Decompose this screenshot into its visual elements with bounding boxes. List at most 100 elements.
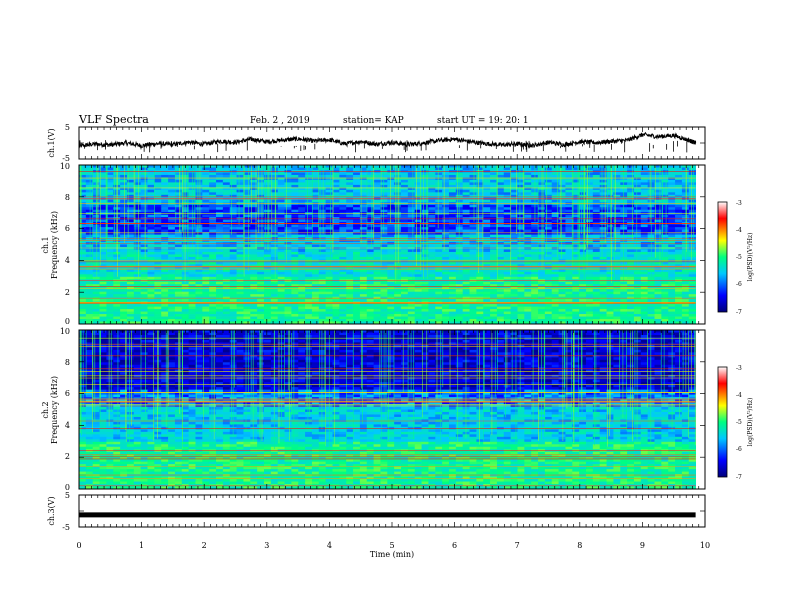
- spectrogram-cell: [496, 189, 505, 193]
- spectrogram-cell: [332, 194, 340, 198]
- spectrogram-cell: [373, 209, 381, 213]
- spectrogram-cell: [236, 291, 244, 295]
- spectrogram-cell: [154, 192, 162, 196]
- spectrogram-cell: [675, 259, 683, 263]
- spectrogram-cell: [688, 276, 697, 280]
- spectrogram-cell: [599, 194, 607, 198]
- spectrogram-cell: [565, 232, 573, 235]
- spectrogram-cell: [688, 229, 697, 233]
- spectrogram-cell: [311, 266, 320, 270]
- spectrogram-cell: [291, 276, 299, 280]
- spectrogram-cell: [585, 289, 594, 293]
- spectrogram-cell: [188, 172, 196, 176]
- spectrogram-cell: [675, 264, 683, 268]
- spectrogram-cell: [490, 214, 498, 218]
- spectrogram-cell: [627, 266, 635, 270]
- spectrogram-cell: [202, 261, 210, 265]
- spectrogram-cell: [668, 249, 676, 253]
- spectrogram-cell: [359, 271, 368, 275]
- spectrogram-cell: [414, 289, 422, 293]
- spectrogram-cell: [442, 256, 450, 260]
- spectrogram-cell: [476, 214, 484, 218]
- spectrogram-cell: [538, 269, 546, 273]
- spectrogram-cell: [373, 204, 381, 208]
- spectrogram-cell: [496, 276, 505, 280]
- spectrogram-cell: [524, 289, 532, 293]
- spectrogram-cell: [675, 232, 683, 235]
- spectrogram-cell: [120, 271, 128, 275]
- spectrogram-cell: [126, 192, 135, 196]
- spectrogram-cell: [668, 207, 676, 211]
- spectrogram-cell: [688, 271, 697, 275]
- spectrogram-cell: [585, 266, 594, 270]
- spectrogram-cell: [318, 284, 327, 288]
- spectrogram-cell: [640, 284, 649, 288]
- spectrogram-cell: [250, 281, 258, 285]
- spectrogram-cell: [229, 256, 237, 260]
- spectrogram-cell: [298, 249, 306, 253]
- spectrogram-cell: [305, 244, 313, 248]
- spectrogram-cell: [339, 224, 347, 228]
- spectrogram-cell: [448, 204, 457, 208]
- spectrogram-cell: [229, 264, 237, 268]
- spectrogram-cell: [496, 254, 505, 258]
- spectrogram-cell: [613, 229, 621, 233]
- spectrogram-cell: [229, 169, 237, 173]
- spectrogram-cell: [421, 169, 429, 173]
- spectrogram-cell: [120, 227, 128, 230]
- spectrogram-cell: [380, 281, 388, 285]
- spectrogram-cell: [168, 264, 176, 268]
- spectrogram-cell: [387, 167, 395, 171]
- spectrogram-cell: [565, 167, 573, 171]
- spectrogram-cell: [476, 244, 484, 248]
- spectrogram-cell: [633, 232, 642, 235]
- spectrogram-cell: [428, 214, 436, 218]
- spectrogram-cell: [346, 264, 354, 268]
- spectrogram-cell: [592, 291, 601, 295]
- spectrogram-cell: [209, 269, 217, 273]
- spectrogram-cell: [661, 264, 669, 268]
- spectrogram-cell: [551, 274, 559, 278]
- spectrogram-cell: [222, 207, 231, 211]
- spectrogram-cell: [359, 167, 368, 171]
- spectrogram-cell: [346, 169, 354, 173]
- spectrogram-cell: [483, 261, 491, 265]
- spectrogram-cell: [99, 234, 107, 238]
- spectrogram-cell: [661, 182, 669, 186]
- spectrogram-cell: [633, 209, 642, 213]
- spectrogram-cell: [263, 291, 272, 295]
- spectrogram-cell: [346, 249, 354, 253]
- spectrogram-cell: [202, 256, 210, 260]
- spectrogram-cell: [277, 274, 285, 278]
- spectrogram-cell: [675, 274, 683, 278]
- spectrogram-cell: [257, 192, 265, 196]
- spectrogram-cell: [216, 266, 224, 270]
- spectrogram-cell: [428, 289, 436, 293]
- spectrogram-cell: [216, 244, 224, 248]
- spectrogram-cell: [92, 281, 100, 285]
- spectrogram-cell: [291, 177, 299, 181]
- spectrogram-cell: [401, 249, 409, 253]
- spectrogram-cell: [366, 276, 374, 280]
- spectrogram-cell: [462, 251, 470, 255]
- spectrogram-cell: [640, 182, 649, 186]
- spectrogram-cell: [154, 256, 162, 260]
- spectrogram-cell: [140, 259, 148, 263]
- spectrogram-cell: [133, 177, 142, 181]
- spectrogram-cell: [442, 214, 450, 218]
- spectrogram-cell: [469, 187, 477, 191]
- spectrogram-cell: [284, 209, 292, 213]
- spectrogram-cell: [380, 179, 388, 183]
- spectrogram-cell: [332, 271, 340, 275]
- spectrogram-cell: [277, 187, 285, 191]
- spectrogram-cell: [113, 259, 121, 263]
- spectrogram-cell: [373, 189, 381, 193]
- spectrogram-cell: [421, 251, 429, 255]
- spectrogram-cell: [483, 276, 491, 280]
- spectrogram-cell: [654, 207, 662, 211]
- spectrogram-cell: [305, 189, 313, 193]
- spectrogram-cell: [380, 184, 388, 188]
- spectrogram-cell: [435, 165, 443, 168]
- spectrogram-cell: [99, 219, 107, 223]
- spectrogram-cell: [161, 259, 169, 263]
